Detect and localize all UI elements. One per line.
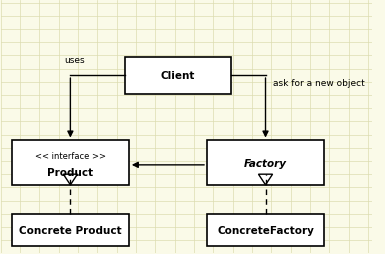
Text: Concrete Product: Concrete Product	[19, 225, 122, 235]
FancyBboxPatch shape	[12, 141, 129, 185]
Text: ConcreteFactory: ConcreteFactory	[217, 225, 314, 235]
FancyBboxPatch shape	[12, 214, 129, 246]
FancyBboxPatch shape	[207, 214, 324, 246]
Text: << interface >>: << interface >>	[35, 151, 106, 160]
Text: Product: Product	[47, 167, 94, 177]
FancyBboxPatch shape	[207, 141, 324, 185]
Text: ask for a new object: ask for a new object	[273, 78, 365, 87]
Text: uses: uses	[64, 56, 84, 65]
Text: Client: Client	[161, 71, 195, 81]
FancyBboxPatch shape	[125, 57, 231, 94]
Text: Factory: Factory	[244, 158, 287, 168]
